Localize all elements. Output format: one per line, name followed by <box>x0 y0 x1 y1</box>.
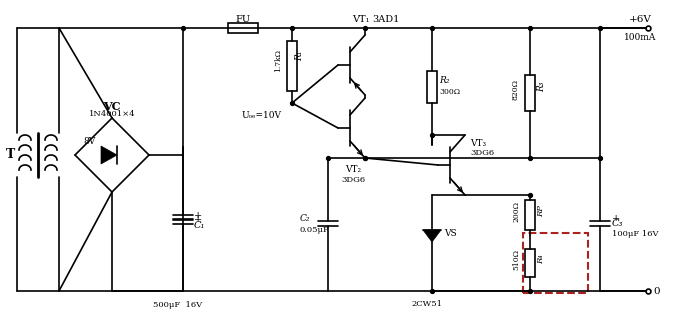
Text: 8V: 8V <box>84 136 96 146</box>
Polygon shape <box>423 230 441 242</box>
Text: R₄: R₄ <box>537 254 545 264</box>
Bar <box>523 233 588 293</box>
Bar <box>525 75 535 111</box>
Text: 300Ω: 300Ω <box>439 89 460 96</box>
Text: VT₂: VT₂ <box>345 166 361 175</box>
Text: VS: VS <box>444 229 456 239</box>
Text: 200Ω: 200Ω <box>512 201 520 222</box>
Text: 100mA: 100mA <box>624 33 656 43</box>
Bar <box>525 200 535 230</box>
Text: VC: VC <box>103 100 121 111</box>
Bar <box>525 249 535 277</box>
Text: 500μF  16V: 500μF 16V <box>153 301 202 309</box>
Text: +: + <box>194 211 202 219</box>
Text: VT₁: VT₁ <box>352 14 369 23</box>
Text: C₁: C₁ <box>194 220 205 229</box>
Text: T: T <box>5 148 15 162</box>
Text: 100μF 16V: 100μF 16V <box>612 230 659 239</box>
Text: RP: RP <box>537 205 545 217</box>
Text: +: + <box>194 214 202 223</box>
Text: 1N4001×4: 1N4001×4 <box>88 110 135 118</box>
Text: VT₃: VT₃ <box>470 138 486 147</box>
Text: +6V: +6V <box>628 14 651 23</box>
Text: 820Ω: 820Ω <box>512 79 520 100</box>
Text: R₂: R₂ <box>439 76 450 85</box>
Text: 3DG6: 3DG6 <box>341 176 365 184</box>
Text: 0.05μF: 0.05μF <box>300 227 330 234</box>
Text: FU: FU <box>236 14 250 23</box>
Text: C₃: C₃ <box>612 219 624 228</box>
Polygon shape <box>101 146 117 164</box>
Text: C₂: C₂ <box>300 214 310 223</box>
Text: Uₒₑ=10V: Uₒₑ=10V <box>242 110 282 120</box>
Text: 0: 0 <box>653 286 659 295</box>
Bar <box>427 70 437 102</box>
Bar <box>228 23 258 33</box>
Text: 1.7kΩ: 1.7kΩ <box>274 49 282 72</box>
Text: 2CW51: 2CW51 <box>412 300 443 308</box>
Bar <box>287 40 297 90</box>
Text: R₃: R₃ <box>537 82 546 92</box>
Text: 510Ω: 510Ω <box>512 249 520 269</box>
Text: +: + <box>612 214 620 223</box>
Text: 3AD1: 3AD1 <box>372 14 400 23</box>
Text: R₁: R₁ <box>295 50 304 61</box>
Text: 3DG6: 3DG6 <box>470 149 494 157</box>
